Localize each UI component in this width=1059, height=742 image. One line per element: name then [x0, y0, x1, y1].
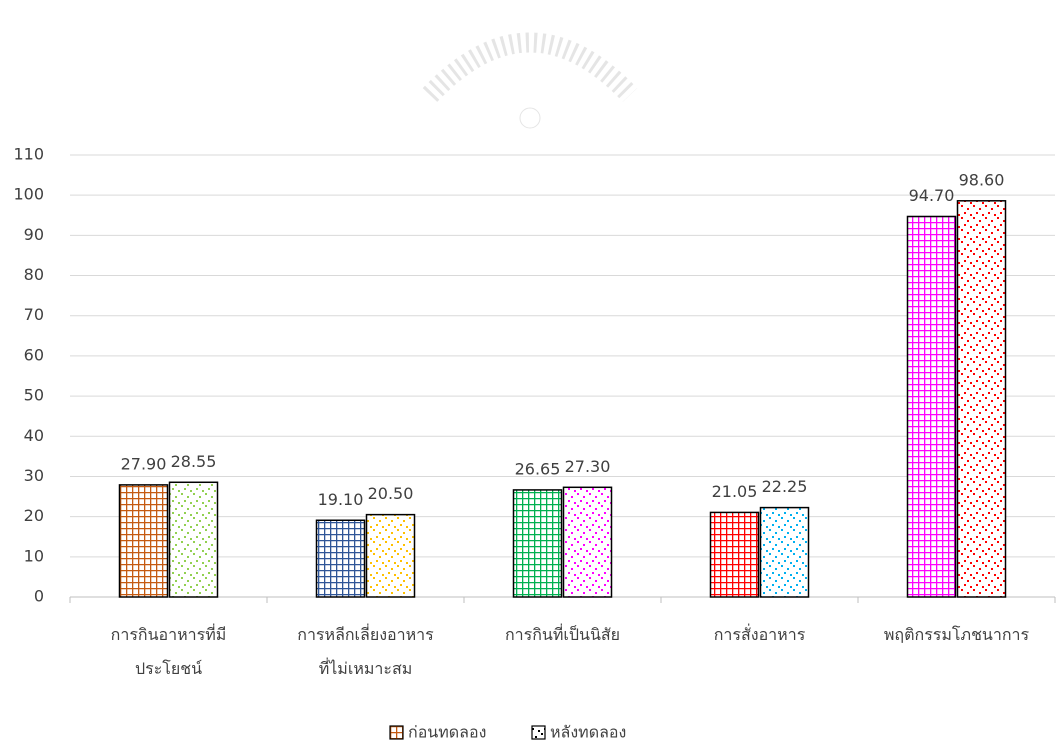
data-label: 27.30	[565, 457, 611, 476]
y-tick-label: 100	[13, 185, 44, 204]
data-label: 19.10	[318, 490, 364, 509]
bar	[315, 519, 366, 598]
bar	[118, 484, 169, 598]
legend-label: หลังทดลอง	[550, 723, 626, 742]
data-label: 26.65	[515, 459, 561, 478]
data-label: 27.90	[121, 454, 167, 473]
x-tick-label: การสั่งอาหาร	[713, 625, 806, 644]
bar	[562, 486, 613, 598]
bar	[709, 511, 760, 598]
x-tick-label: การกินอาหารที่มี ประโยชน์	[110, 625, 227, 678]
bar	[956, 200, 1007, 598]
data-label: 22.25	[762, 477, 808, 496]
y-tick-label: 0	[34, 587, 44, 606]
data-label: 94.70	[909, 186, 955, 205]
bar	[168, 481, 219, 598]
legend-swatch	[531, 725, 546, 740]
watermark	[422, 32, 638, 129]
x-tick-label: การกินที่เป็นนิสัย	[504, 625, 621, 644]
y-tick-label: 20	[24, 506, 44, 525]
bar	[365, 513, 416, 598]
x-tick-label: การหลีกเลี่ยงอาหาร ที่ไม่เหมาะสม	[297, 625, 434, 678]
y-tick-label: 60	[24, 345, 44, 364]
y-tick-label: 10	[24, 546, 44, 565]
data-label: 20.50	[368, 484, 414, 503]
y-tick-label: 70	[24, 305, 44, 324]
x-tick-label: พฤติกรรมโภชนาการ	[883, 625, 1030, 644]
bar	[759, 506, 810, 598]
legend-label: ก่อนทดลอง	[408, 723, 486, 742]
data-label: 98.60	[959, 170, 1005, 189]
y-tick-label: 80	[24, 265, 44, 284]
y-tick-label: 30	[24, 466, 44, 485]
y-tick-label: 110	[13, 145, 44, 164]
bar	[512, 489, 563, 598]
y-tick-label: 50	[24, 386, 44, 405]
bar	[906, 215, 957, 598]
data-label: 21.05	[712, 482, 758, 501]
y-tick-label: 40	[24, 426, 44, 445]
data-label: 28.55	[171, 452, 217, 471]
y-tick-label: 90	[24, 225, 44, 244]
legend-swatch	[389, 725, 404, 740]
